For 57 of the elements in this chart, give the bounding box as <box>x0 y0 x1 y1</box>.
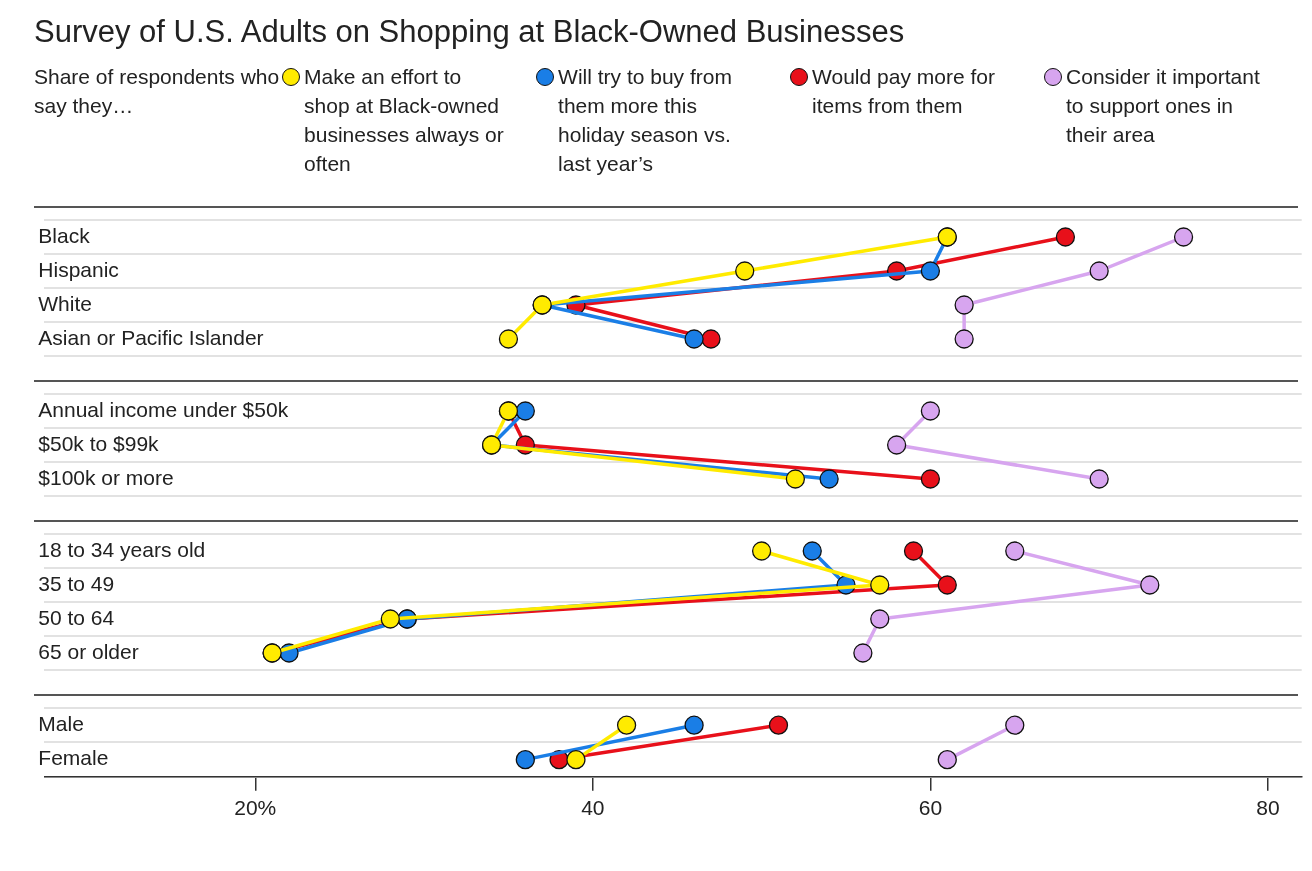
point <box>954 295 974 315</box>
point <box>515 749 535 770</box>
y-tick-label: $50k to $99k <box>38 431 160 455</box>
y-tick-label: Asian or Pacific Islander <box>38 325 264 349</box>
point <box>684 329 704 349</box>
y-tick-label: 65 or older <box>38 639 139 663</box>
point <box>1140 575 1160 595</box>
x-tick-label: 40 <box>581 796 605 820</box>
point <box>380 609 400 629</box>
point <box>684 715 704 735</box>
y-tick-label: Female <box>38 746 109 770</box>
y-tick-label: Annual income under $50k <box>38 397 289 421</box>
point <box>870 609 890 629</box>
y-tick-label: Hispanic <box>38 257 119 281</box>
point <box>870 575 890 595</box>
y-tick-label: 35 to 49 <box>38 571 115 595</box>
point <box>735 261 755 281</box>
point <box>819 469 839 489</box>
point <box>853 643 873 663</box>
y-tick-label: 50 to 64 <box>38 605 115 629</box>
point <box>920 261 941 281</box>
point <box>937 749 957 770</box>
point <box>566 749 586 770</box>
legend-label: Make an effort to shop at Black-owned businesses always or often <box>304 64 505 177</box>
point <box>616 715 637 735</box>
x-tick-label: 20% <box>234 796 277 820</box>
legend-label: Will try to buy from them more this holiday season vs. last year’s <box>558 64 733 177</box>
point <box>1173 227 1194 247</box>
point <box>802 541 822 561</box>
x-tick-label: 80 <box>1256 796 1280 820</box>
y-tick-label: Male <box>38 712 84 735</box>
point <box>515 401 535 421</box>
legend-label: Consider it important to support ones in their area <box>1066 64 1261 148</box>
x-tick-label: 60 <box>918 796 943 820</box>
point <box>1089 469 1109 489</box>
chart-title: Survey of U.S. Adults on Shopping at Black-Owned Businesses <box>34 14 906 50</box>
point <box>937 575 957 595</box>
point <box>903 541 924 561</box>
point <box>768 715 789 735</box>
y-tick-label: $100k or more <box>38 465 174 489</box>
point <box>1055 227 1076 247</box>
y-tick-label: Black <box>38 223 91 247</box>
point <box>751 541 772 561</box>
point <box>701 329 721 349</box>
point <box>954 329 974 349</box>
y-tick-label: 18 to 34 years old <box>38 537 206 561</box>
y-tick-label: White <box>38 291 92 315</box>
point <box>1005 715 1025 735</box>
point <box>785 469 806 489</box>
point <box>498 329 519 349</box>
point <box>1089 261 1109 281</box>
point <box>920 401 941 421</box>
legend-title: Share of respondents who say they… <box>34 64 281 119</box>
point <box>1005 541 1025 561</box>
point <box>920 469 941 489</box>
point <box>886 435 907 455</box>
legend-label: Would pay more for items from them <box>812 64 996 119</box>
